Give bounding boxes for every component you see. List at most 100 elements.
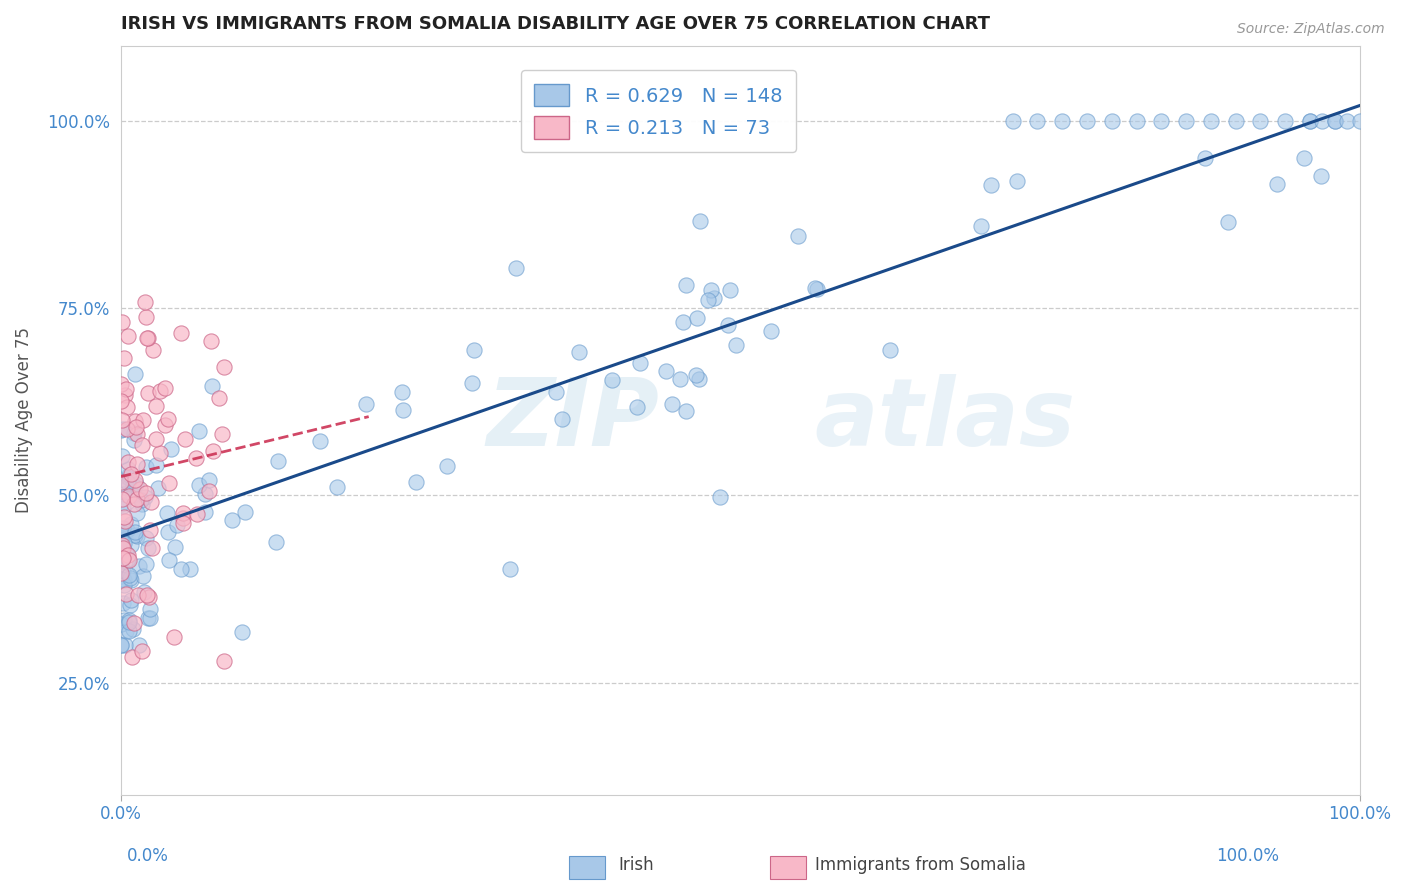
Point	[111, 449, 134, 463]
Point	[131, 493, 153, 508]
Point	[153, 417, 176, 432]
Point	[1052, 113, 1074, 128]
Point	[117, 462, 139, 476]
Point	[127, 457, 149, 471]
Point	[111, 538, 134, 552]
Point	[110, 376, 132, 391]
Point	[212, 654, 235, 668]
Point	[110, 638, 132, 652]
Point	[122, 497, 145, 511]
Point	[163, 540, 186, 554]
Point	[110, 572, 132, 586]
Point	[172, 516, 194, 530]
Point	[111, 546, 134, 560]
Point	[157, 552, 180, 566]
Point	[1309, 169, 1331, 183]
Point	[159, 442, 181, 456]
Point	[700, 284, 723, 298]
Point	[120, 574, 142, 588]
Point	[136, 385, 159, 400]
Point	[685, 310, 707, 325]
Point	[122, 488, 145, 502]
Point	[122, 478, 145, 492]
Point	[110, 497, 132, 511]
Point	[118, 489, 141, 503]
Point	[118, 468, 141, 483]
Point	[193, 505, 215, 519]
Point	[122, 622, 145, 636]
Point	[124, 473, 146, 487]
Point	[231, 625, 253, 640]
Point	[461, 376, 484, 390]
Point	[197, 473, 219, 487]
Point	[391, 384, 413, 399]
Point	[112, 613, 135, 627]
Point	[136, 331, 159, 345]
Point	[139, 602, 162, 616]
Point	[138, 541, 160, 556]
Point	[1274, 113, 1296, 128]
Point	[186, 508, 208, 522]
Point	[110, 423, 132, 437]
Point	[202, 444, 225, 458]
Point	[661, 397, 683, 411]
Point	[139, 495, 162, 509]
Point	[115, 523, 138, 537]
Point	[970, 219, 993, 233]
Point	[1001, 113, 1024, 128]
Point	[1336, 113, 1358, 128]
Point	[114, 624, 136, 638]
Point	[110, 531, 132, 545]
Point	[157, 411, 180, 425]
Point	[326, 480, 349, 494]
Point	[626, 400, 648, 414]
Point	[669, 372, 692, 386]
Point	[1249, 113, 1271, 128]
Point	[436, 458, 458, 473]
Point	[127, 427, 149, 442]
Point	[156, 506, 179, 520]
Point	[111, 520, 134, 534]
Point	[759, 324, 782, 338]
Point	[806, 282, 828, 296]
Point	[112, 578, 135, 592]
Text: Irish: Irish	[619, 855, 654, 873]
Text: Source: ZipAtlas.com: Source: ZipAtlas.com	[1237, 22, 1385, 37]
Point	[110, 531, 132, 545]
Point	[124, 525, 146, 540]
Point	[163, 630, 186, 644]
Point	[879, 343, 901, 357]
Point	[546, 384, 568, 399]
Point	[131, 569, 153, 583]
Point	[120, 467, 142, 482]
Point	[139, 611, 162, 625]
Point	[118, 570, 141, 584]
Point	[110, 568, 132, 582]
Point	[134, 490, 156, 504]
Point	[127, 506, 149, 520]
Point	[187, 478, 209, 492]
Point	[194, 486, 217, 500]
Point	[114, 638, 136, 652]
Point	[112, 551, 135, 566]
Text: atlas: atlas	[814, 375, 1076, 467]
Point	[115, 383, 138, 397]
Point	[179, 562, 201, 576]
Point	[118, 624, 141, 638]
Point	[110, 527, 132, 541]
Point	[110, 568, 132, 582]
Point	[157, 475, 180, 490]
Point	[264, 534, 287, 549]
Point	[136, 588, 159, 602]
Point	[117, 329, 139, 343]
Point	[1312, 113, 1334, 128]
Point	[122, 425, 145, 440]
Point	[1299, 113, 1322, 128]
Point	[131, 644, 153, 658]
Point	[184, 451, 207, 466]
Point	[110, 566, 132, 581]
Point	[200, 334, 222, 349]
Point	[112, 487, 135, 501]
Point	[127, 588, 149, 602]
Point	[720, 283, 742, 297]
